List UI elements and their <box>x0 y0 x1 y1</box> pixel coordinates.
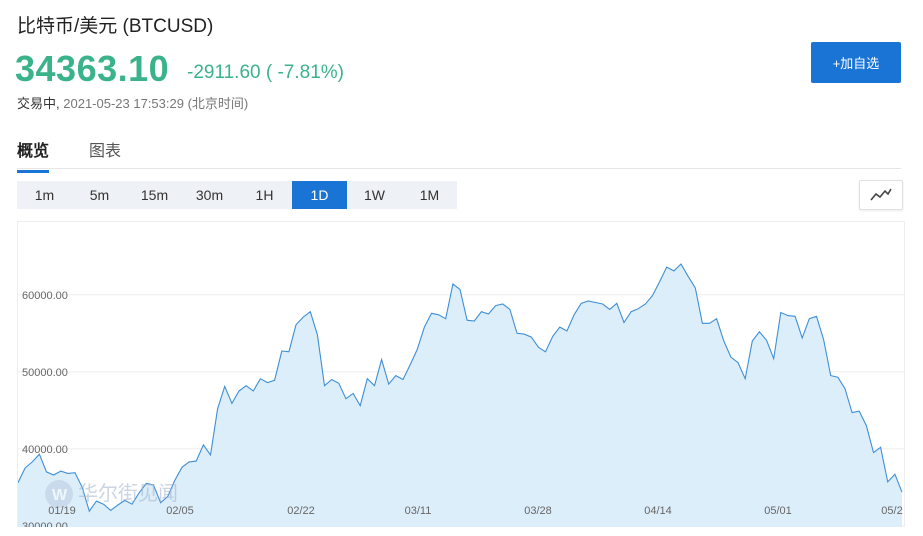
add-to-watchlist-button[interactable]: +加自选 <box>811 42 901 83</box>
range-1h[interactable]: 1H <box>255 187 274 203</box>
last-price: 34363.10 <box>15 48 170 89</box>
y-tick-label: 30000.00 <box>22 521 68 527</box>
y-tick-label: 50000.00 <box>22 367 68 379</box>
range-1w[interactable]: 1W <box>364 187 385 203</box>
tab-overview[interactable]: 概览 <box>17 137 50 173</box>
range-1m[interactable]: 1m <box>34 187 55 203</box>
x-tick-label: 05/01 <box>764 505 792 517</box>
x-tick-label: 01/19 <box>48 505 76 517</box>
x-tick-label: 02/22 <box>287 505 315 517</box>
range-1d[interactable]: 1D <box>292 181 347 209</box>
range-30m[interactable]: 30m <box>195 187 224 203</box>
watermark-logo-letter: W <box>52 487 68 504</box>
x-tick-label: 04/14 <box>644 505 672 517</box>
x-tick-label: 05/2 <box>881 505 902 517</box>
y-tick-label: 60000.00 <box>22 290 68 302</box>
market-status: 交易中, 2021-05-23 17:53:29 (北京时间) <box>17 93 248 112</box>
y-tick-label: 40000.00 <box>22 444 68 456</box>
price-area <box>18 264 902 527</box>
trading-status: 交易中, <box>17 96 60 111</box>
watermark-logo: W 华尔街见闻 <box>45 480 178 508</box>
range-5m[interactable]: 5m <box>89 187 110 203</box>
price-change: -2911.60 ( -7.81%) <box>187 62 345 83</box>
price-line <box>18 263 903 513</box>
range-15m[interactable]: 15m <box>140 187 169 203</box>
price-chart: 30000.00 40000.00 50000.00 60000.00 W 华尔街见闻 01… <box>17 221 905 527</box>
x-tick-label: 03/11 <box>405 505 432 517</box>
x-tick-label: 02/05 <box>166 505 194 517</box>
tab-chart[interactable]: 图表 <box>89 143 122 160</box>
range-1mo[interactable]: 1M <box>419 187 440 203</box>
instrument-title: 比特币/美元 (BTCUSD) <box>17 16 214 37</box>
line-chart-icon <box>870 188 892 201</box>
tab-bar: 概览 图表 <box>17 130 901 173</box>
timestamp: 2021-05-23 17:53:29 (北京时间) <box>63 96 249 111</box>
area-chart: 30000.00 40000.00 50000.00 60000.00 W 华尔街见闻01… <box>18 263 904 527</box>
watermark-logo-mark <box>45 480 73 508</box>
time-range-selector: 1m 5m 15m 30m 1H 1D 1W 1M <box>17 181 457 209</box>
watermark-text: 华尔街见闻 <box>78 482 178 505</box>
x-tick-label: 03/28 <box>524 505 552 517</box>
chart-type-toggle[interactable] <box>859 180 903 210</box>
